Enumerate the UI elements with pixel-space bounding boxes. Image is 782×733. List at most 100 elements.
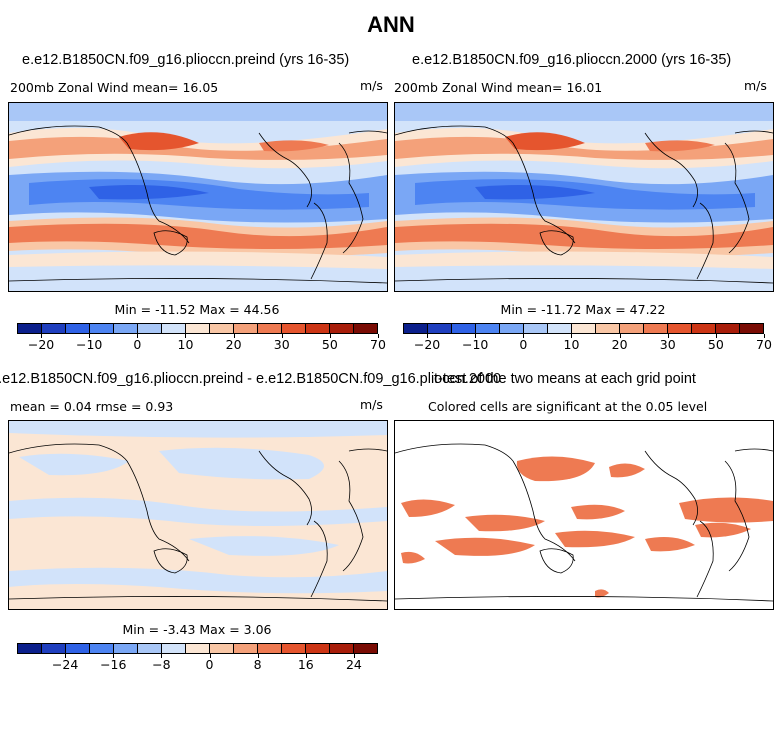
colorbar-tick-mark — [715, 334, 717, 338]
panel2-subtitle: 200mb Zonal Wind mean= 16.01 — [394, 80, 603, 95]
panel1-colorbar-cells — [17, 323, 378, 334]
colorbar-cell — [692, 324, 716, 333]
panel3-difference-field — [9, 421, 387, 609]
colorbar-tick-mark — [329, 334, 331, 338]
colorbar-tick-label: −16 — [100, 657, 127, 672]
panel3-colorbar: −24 −16 −8 0 8 16 24 — [17, 643, 378, 674]
panel3-title: e.e12.B1850CN.f09_g16.plioccn.preind - e… — [0, 371, 502, 387]
panel2-map — [394, 102, 774, 292]
colorbar-tick-label: −8 — [152, 657, 171, 672]
colorbar-tick-mark — [427, 334, 429, 338]
colorbar-tick-label: 70 — [370, 337, 386, 352]
colorbar-cell — [716, 324, 740, 333]
colorbar-cell — [210, 324, 234, 333]
colorbar-cell — [572, 324, 596, 333]
colorbar-tick-label: 20 — [611, 337, 628, 352]
colorbar-tick-label: 70 — [756, 337, 772, 352]
page-title: ANN — [367, 12, 415, 37]
colorbar-cell — [476, 324, 500, 333]
panel3-colorbar-ticks: −24 −16 −8 0 8 16 24 — [17, 654, 378, 674]
colorbar-cell — [668, 324, 692, 333]
panel3-colorbar-cells — [17, 643, 378, 654]
panel1-zonal-wind-field — [9, 103, 387, 291]
panel1-minmax: Min = -11.52 Max = 44.56 — [114, 302, 280, 317]
colorbar-tick-mark — [353, 654, 355, 658]
colorbar-tick-mark — [209, 654, 211, 658]
colorbar-cell — [282, 644, 306, 653]
colorbar-tick-mark — [113, 654, 115, 658]
panel1-colorbar: −20 −10 0 10 20 30 50 70 — [17, 323, 386, 354]
colorbar-cell — [404, 324, 428, 333]
colorbar-tick-mark — [667, 334, 669, 338]
colorbar-tick-label: 0 — [133, 337, 142, 352]
colorbar-cell — [234, 324, 258, 333]
colorbar-tick-mark — [89, 334, 91, 338]
colorbar-tick-label: 20 — [225, 337, 242, 352]
colorbar-cell — [740, 324, 763, 333]
panel3-minmax: Min = -3.43 Max = 3.06 — [122, 622, 272, 637]
panel2-colorbar-cells — [403, 323, 764, 334]
colorbar-tick-label: 50 — [707, 337, 724, 352]
colorbar-cell — [186, 644, 210, 653]
colorbar-cell — [330, 324, 354, 333]
panel1-map — [8, 102, 388, 292]
colorbar-cell — [428, 324, 452, 333]
colorbar-tick-mark — [161, 654, 163, 658]
colorbar-tick-mark — [257, 654, 259, 658]
colorbar-tick-mark — [571, 334, 573, 338]
colorbar-tick-label: −24 — [51, 657, 79, 672]
panel3-map — [8, 420, 388, 610]
colorbar-cell — [596, 324, 620, 333]
colorbar-cell — [138, 644, 162, 653]
colorbar-cell — [644, 324, 668, 333]
panel2-colorbar-ticks: −20 −10 0 10 20 30 50 70 — [403, 334, 772, 354]
colorbar-cell — [66, 324, 90, 333]
colorbar-tick-label: 50 — [321, 337, 338, 352]
panel1-units: m/s — [360, 78, 383, 93]
colorbar-tick-label: 30 — [273, 337, 290, 352]
colorbar-cell — [114, 324, 138, 333]
colorbar-tick-mark — [137, 334, 139, 338]
colorbar-tick-mark — [305, 654, 307, 658]
colorbar-cell — [282, 324, 306, 333]
colorbar-tick-label: −20 — [413, 337, 441, 352]
panel2-units: m/s — [744, 78, 767, 93]
colorbar-cell — [330, 644, 354, 653]
colorbar-cell — [162, 644, 186, 653]
panel2-title: e.e12.B1850CN.f09_g16.plioccn.2000 (yrs … — [412, 52, 732, 68]
colorbar-cell — [210, 644, 234, 653]
panel4-title: t-test of the two means at each grid poi… — [434, 371, 696, 387]
panel1-colorbar-ticks: −20 −10 0 10 20 30 50 70 — [17, 334, 386, 354]
colorbar-cell — [258, 324, 282, 333]
colorbar-cell — [258, 644, 282, 653]
colorbar-tick-label: 0 — [205, 657, 214, 672]
colorbar-tick-mark — [619, 334, 621, 338]
colorbar-tick-label: −20 — [27, 337, 55, 352]
colorbar-cell — [306, 324, 330, 333]
colorbar-tick-mark — [475, 334, 477, 338]
colorbar-cell — [186, 324, 210, 333]
colorbar-cell — [162, 324, 186, 333]
panel4-subtitle: Colored cells are significant at the 0.0… — [428, 399, 708, 414]
panel2-zonal-wind-field — [395, 103, 773, 291]
colorbar-cell — [548, 324, 572, 333]
colorbar-tick-mark — [281, 334, 283, 338]
panel2-colorbar: −20 −10 0 10 20 30 50 70 — [403, 323, 772, 354]
colorbar-tick-mark — [523, 334, 525, 338]
panel3-subtitle: mean = 0.04 rmse = 0.93 — [10, 399, 174, 414]
panel1-title: e.e12.B1850CN.f09_g16.plioccn.preind (yr… — [22, 52, 350, 68]
colorbar-tick-label: 0 — [519, 337, 528, 352]
colorbar-cell — [66, 644, 90, 653]
colorbar-tick-mark — [65, 654, 67, 658]
colorbar-tick-label: 8 — [253, 657, 262, 672]
colorbar-tick-mark — [378, 334, 379, 338]
colorbar-cell — [524, 324, 548, 333]
colorbar-tick-label: −10 — [75, 337, 103, 352]
panel4-map — [394, 420, 774, 610]
colorbar-cell — [90, 644, 114, 653]
colorbar-cell — [500, 324, 524, 333]
colorbar-tick-label: 10 — [177, 337, 194, 352]
colorbar-cell — [452, 324, 476, 333]
colorbar-cell — [114, 644, 138, 653]
colorbar-cell — [620, 324, 644, 333]
